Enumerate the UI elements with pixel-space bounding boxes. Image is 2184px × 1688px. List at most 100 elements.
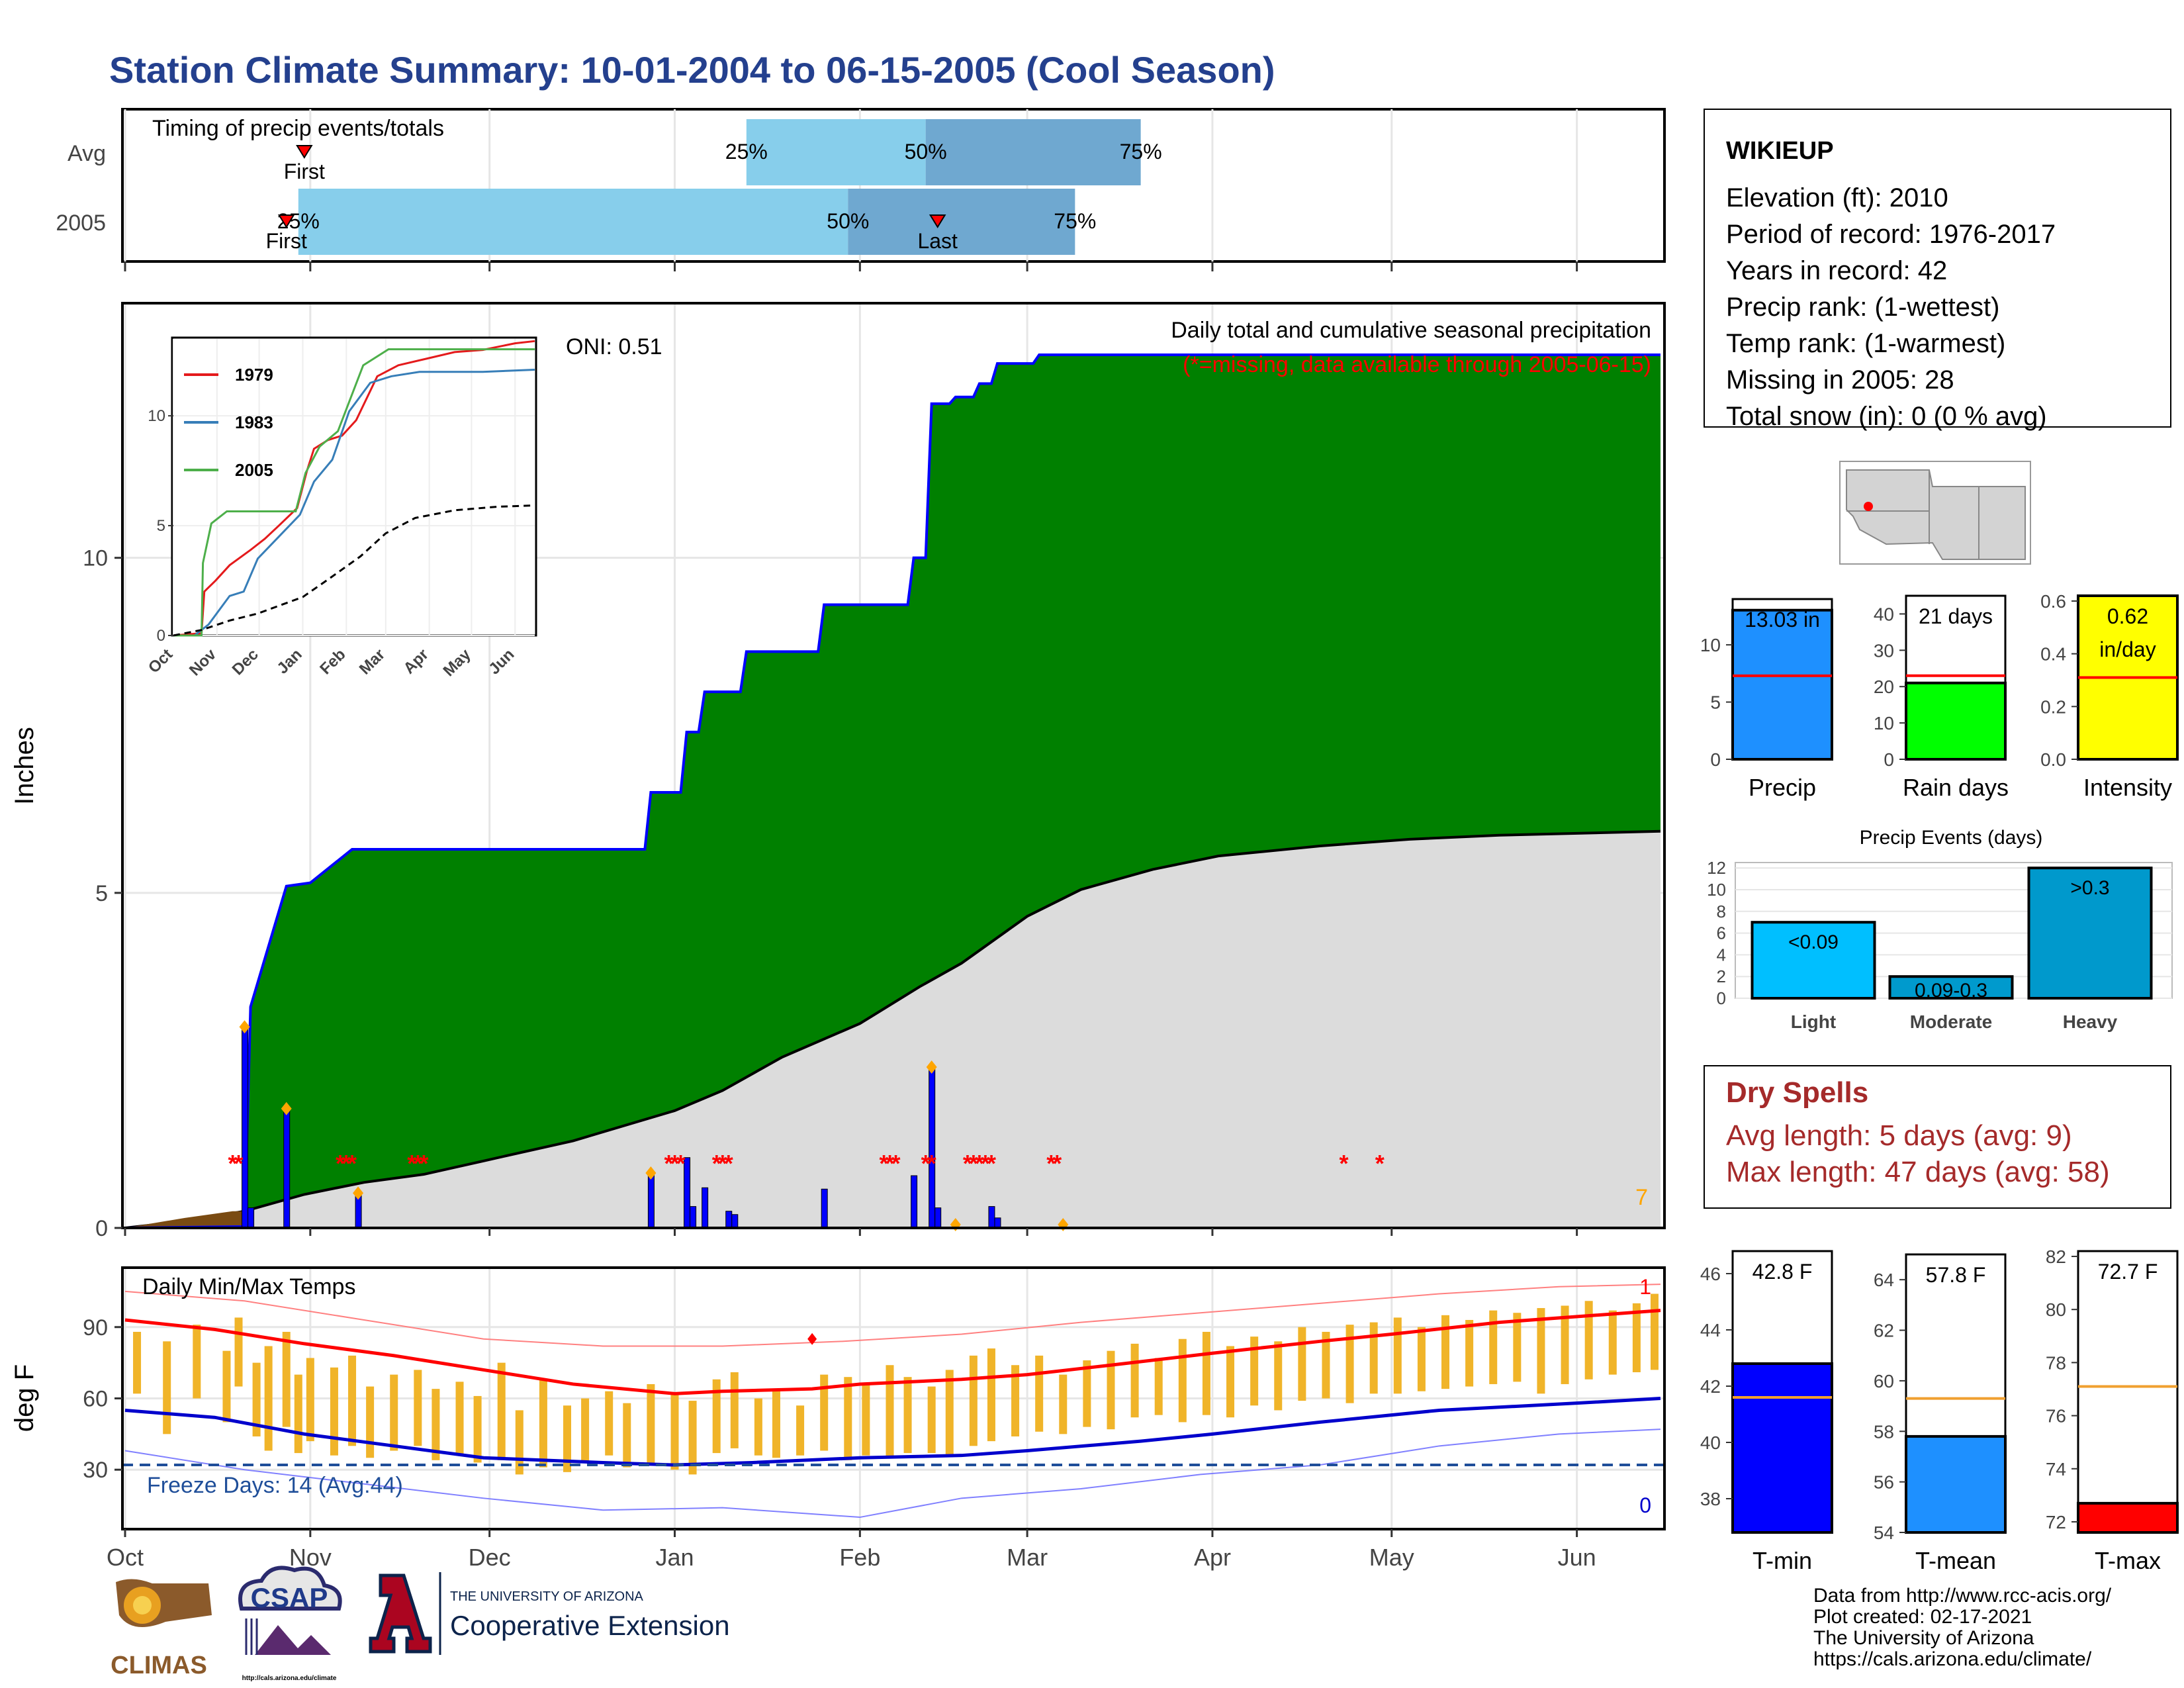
t-min-ytick-label-44: 44 bbox=[1700, 1320, 1721, 1340]
t-mean-value-label: 57.8 F bbox=[1926, 1263, 1986, 1287]
timing-2005-first-marker bbox=[277, 214, 295, 228]
missing-day-marker-9: * bbox=[670, 1150, 679, 1177]
daily-temp-bar-69 bbox=[1650, 1293, 1659, 1370]
inset-series-line-1983 bbox=[173, 368, 535, 637]
daily-temp-bar-23 bbox=[605, 1391, 614, 1456]
rain-days-ytick-label-0: 0 bbox=[1884, 749, 1894, 770]
daily-temp-bar-14 bbox=[414, 1370, 422, 1446]
missing-day-marker-2: * bbox=[336, 1150, 345, 1177]
freeze-days-label: Freeze Days: 14 (Avg:44) bbox=[147, 1473, 403, 1498]
missing-day-marker-5: * bbox=[407, 1150, 416, 1177]
events-bar-label-moderate: 0.09-0.3 bbox=[1915, 980, 1987, 1002]
daily-temp-bar-62 bbox=[1489, 1310, 1498, 1384]
daily-temp-bar-37 bbox=[903, 1377, 912, 1454]
inset-ytick-label-5: 5 bbox=[157, 517, 165, 535]
daily-temp-bar-40 bbox=[969, 1355, 978, 1446]
csap-logo: CSAP http://cals.arizona.edu/climate bbox=[238, 1566, 342, 1682]
daily-precip-bar-10 bbox=[821, 1188, 828, 1229]
record-min-count: 0 bbox=[1639, 1493, 1651, 1517]
daily-temp-bar-28 bbox=[712, 1379, 721, 1454]
timing-avg-p50-label: 50% bbox=[905, 140, 947, 164]
inset-series-line-average bbox=[173, 504, 535, 637]
timing-2005-p75-label: 75% bbox=[1054, 209, 1096, 233]
daily-temp-bar-36 bbox=[886, 1365, 894, 1458]
missing-day-marker-12: * bbox=[718, 1150, 727, 1177]
precip-events-title: Precip Events (days) bbox=[1860, 827, 2043, 849]
daily-temp-bar-20 bbox=[539, 1379, 547, 1468]
missing-day-marker-25: * bbox=[1052, 1150, 1062, 1177]
daily-temp-bar-8 bbox=[294, 1374, 302, 1454]
temp-plot-content bbox=[122, 1284, 1664, 1519]
daily-temp-bar-59 bbox=[1417, 1327, 1426, 1391]
station-years: Years in record: 42 bbox=[1726, 256, 1947, 285]
main-ytick-label-10: 10 bbox=[83, 546, 108, 571]
timing-avg-first-marker bbox=[296, 145, 313, 159]
daily-precip-bar-6 bbox=[690, 1206, 697, 1229]
extreme-event-marker-2 bbox=[353, 1186, 364, 1200]
daily-precip-bar-4 bbox=[647, 1172, 655, 1229]
month-label-jan: Jan bbox=[655, 1544, 694, 1571]
missing-day-marker-17: * bbox=[921, 1150, 931, 1177]
missing-day-marker-23: * bbox=[987, 1150, 996, 1177]
footer-credits: Data from http://www.rcc-acis.org/ Plot … bbox=[1813, 1585, 2112, 1670]
precip-value-label: 13.03 in bbox=[1745, 608, 1820, 632]
station-period: Period of record: 1976-2017 bbox=[1726, 220, 2056, 249]
location-map bbox=[1839, 461, 2031, 565]
inset-series-line-2005 bbox=[173, 348, 535, 637]
rain-days-ytick-label-40: 40 bbox=[1874, 604, 1894, 624]
daily-temp-bar-51 bbox=[1226, 1346, 1235, 1418]
timing-2005-last-label: Last bbox=[917, 229, 958, 253]
missing-day-marker-19: * bbox=[963, 1150, 972, 1177]
rain-days-ytick-label-10: 10 bbox=[1874, 713, 1894, 733]
daily-temp-bar-29 bbox=[730, 1372, 739, 1448]
daily-temp-bar-5 bbox=[252, 1362, 261, 1436]
events-bar-moderate bbox=[1888, 975, 2014, 1000]
ua-big-text: Cooperative Extension bbox=[450, 1610, 730, 1641]
climas-logo: CLIMAS bbox=[111, 1579, 212, 1679]
climas-sun-core bbox=[133, 1596, 152, 1615]
dry-spells-avg: Avg length: 5 days (avg: 9) bbox=[1726, 1119, 2072, 1152]
t-min-ytick-label-40: 40 bbox=[1700, 1432, 1721, 1453]
t-mean-ytick-label-58: 58 bbox=[1874, 1421, 1894, 1442]
dry-spells-box: Dry Spells Avg length: 5 days (avg: 9) M… bbox=[1704, 1065, 2171, 1209]
daily-temp-bar-16 bbox=[455, 1382, 464, 1456]
month-label-jun: Jun bbox=[1558, 1544, 1596, 1571]
main-ylabel: Inches bbox=[10, 727, 39, 805]
daily-temp-bar-26 bbox=[670, 1393, 679, 1470]
timing-2005-last-marker bbox=[929, 214, 946, 228]
intensity-ytick-label-0.4: 0.4 bbox=[2040, 644, 2066, 665]
t-max-ytick-label-82: 82 bbox=[2046, 1246, 2066, 1267]
dry-spells-title: Dry Spells bbox=[1726, 1076, 1868, 1109]
temp-ytick-label-30: 30 bbox=[83, 1458, 108, 1483]
daily-temp-bar-4 bbox=[234, 1317, 243, 1387]
inset-legend-label-1979: 1979 bbox=[235, 365, 273, 385]
station-elevation: Elevation (ft): 2010 bbox=[1726, 183, 1948, 212]
daily-temp-bar-63 bbox=[1513, 1313, 1522, 1382]
daily-temp-bar-41 bbox=[987, 1348, 995, 1442]
daily-precip-bar-14 bbox=[988, 1206, 995, 1229]
t-max-category-label: T-max bbox=[2095, 1547, 2161, 1574]
precip-ytick-label-5: 5 bbox=[1710, 692, 1721, 713]
map-states bbox=[1846, 469, 2026, 560]
rain-lines-icon bbox=[245, 1618, 258, 1655]
daily-temp-bar-67 bbox=[1608, 1310, 1617, 1375]
record-min-line bbox=[124, 1429, 1661, 1519]
daily-precip-bar-9 bbox=[731, 1214, 739, 1229]
temp-title: Daily Min/Max Temps bbox=[142, 1274, 355, 1299]
daily-temp-bar-47 bbox=[1130, 1343, 1139, 1418]
inset-frame bbox=[171, 336, 537, 637]
inset-ytick-label-10: 10 bbox=[148, 407, 165, 425]
intensity-ytick-label-0.0: 0.0 bbox=[2040, 749, 2066, 770]
timing-row-label-avg: Avg bbox=[68, 141, 106, 166]
temp-y-axis: 30 60 90 bbox=[83, 1315, 122, 1483]
daily-temp-bar-54 bbox=[1298, 1327, 1306, 1401]
daily-precip-bar-8 bbox=[725, 1211, 733, 1229]
daily-temp-bar-50 bbox=[1202, 1331, 1210, 1415]
main-ytick-label-5: 5 bbox=[95, 881, 108, 906]
t-min-ytick-label-38: 38 bbox=[1700, 1489, 1721, 1509]
t-mean-ytick-label-56: 56 bbox=[1874, 1472, 1894, 1493]
missing-day-marker-24: * bbox=[1046, 1150, 1056, 1177]
timing-2005-q2-bar bbox=[848, 189, 1075, 255]
average-cumulative-area bbox=[125, 831, 1661, 1228]
